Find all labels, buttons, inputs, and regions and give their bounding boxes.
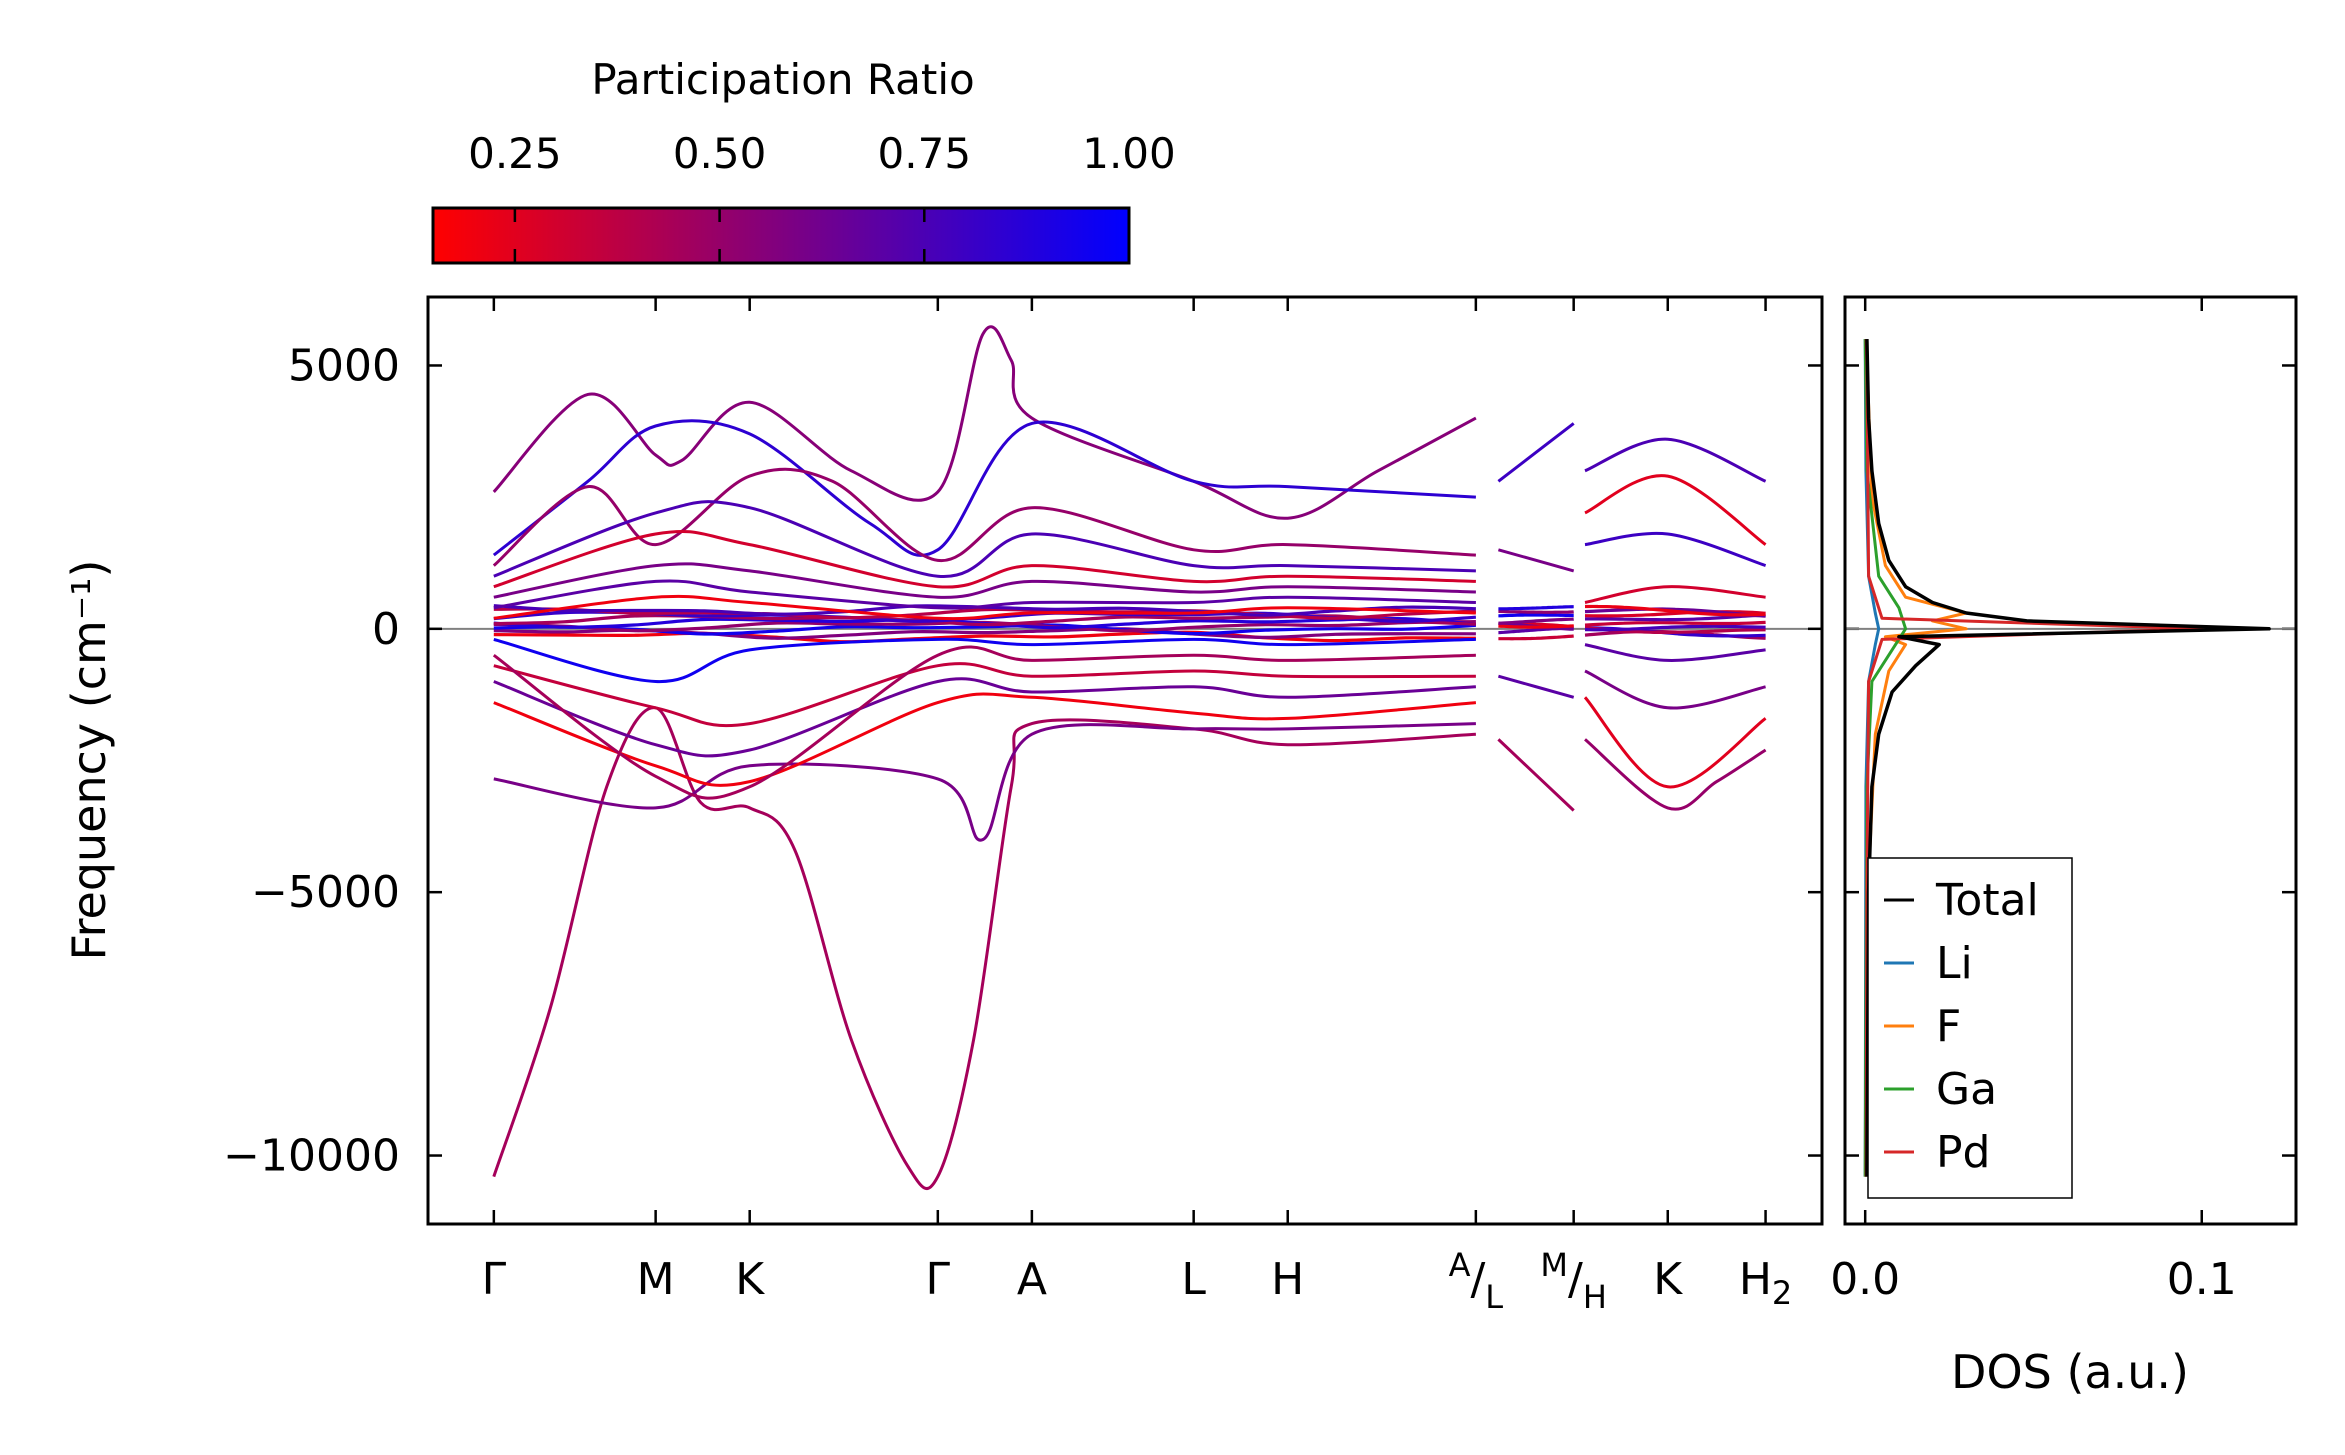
y-axis-label: Frequency (cm⁻¹) (62, 560, 116, 961)
phonon-band (1497, 738, 1575, 812)
legend-label-pd: Pd (1936, 1127, 1990, 1178)
phonon-band (1498, 624, 1574, 629)
colorbar-tick-label: 1.00 (1082, 129, 1176, 178)
phonon-band (492, 419, 1476, 557)
kpath-label: M/H (1540, 1246, 1607, 1316)
phonon-band (1497, 422, 1575, 483)
phonon-band (1584, 620, 1766, 627)
colorbar-tick-label: 0.25 (468, 129, 562, 178)
phonon-band (1584, 474, 1767, 546)
dos-ticks: 0.0 0.1 (1830, 297, 2237, 1305)
phonon-band (1584, 643, 1766, 662)
frequency-ticks: 5000 0 −5000 −10000 (223, 340, 2296, 1182)
phonon-band (1584, 437, 1767, 483)
phonon-band (1584, 610, 1766, 618)
colorbar: Participation Ratio 0.25 0.50 0.75 1.00 (431, 55, 1176, 265)
colorbar-tick-label: 0.50 (673, 129, 767, 178)
colorbar-tick-labels: 0.25 0.50 0.75 1.00 (468, 129, 1176, 178)
kpath-label: L (1181, 1254, 1206, 1305)
phonon-band (492, 645, 1476, 800)
band-structure-panel: Γ M K Γ A L H A/L M/H K H2 5000 0 −5000 −10000 Freque… (62, 295, 2296, 1316)
band-axes-frame (426, 295, 1824, 1226)
phonon-band (1584, 531, 1767, 568)
kpath-label: K (1653, 1254, 1683, 1305)
phonon-band (493, 562, 1476, 599)
phonon-band (493, 677, 1476, 758)
phonon-bands (492, 325, 1767, 1191)
phonon-band (1498, 617, 1574, 625)
phonon-band (493, 579, 1476, 610)
phonon-band (1585, 613, 1766, 622)
phonon-band (1498, 605, 1574, 611)
kpath-label: Γ (482, 1254, 507, 1305)
phonon-band (1583, 696, 1767, 789)
legend-label-total: Total (1935, 875, 2039, 926)
dos-tick-label: 0.1 (2167, 1254, 2237, 1305)
kpath-label: Γ (926, 1254, 951, 1305)
kpath-label: M (637, 1254, 675, 1305)
dos-curve-f (1864, 339, 1968, 1177)
phonon-band (493, 662, 1476, 728)
phonon-band (1497, 548, 1575, 573)
x-axis-label-dos: DOS (a.u.) (1951, 1345, 2189, 1399)
legend: Total Li F Ga Pd (1867, 857, 2073, 1199)
phonon-band (493, 692, 1477, 787)
phonon-band (1498, 609, 1574, 614)
phonon-band (1584, 604, 1766, 617)
frequency-tick-label: −5000 (251, 867, 400, 918)
legend-frame (1867, 857, 2073, 1199)
phonon-band (1498, 634, 1574, 641)
frequency-tick-label: −10000 (223, 1131, 400, 1182)
kpath-label: A/L (1449, 1246, 1504, 1316)
dos-axes-frame (1843, 295, 2298, 1226)
colorbar-tick-label: 0.75 (878, 129, 972, 178)
phonon-band (1498, 613, 1574, 618)
phonon-band (493, 722, 1476, 842)
phonon-band (1584, 624, 1766, 632)
frequency-tick-label: 0 (372, 604, 400, 655)
phonon-band (492, 467, 1476, 567)
dos-curve-total (1865, 339, 2271, 1177)
kpath-label: A (1017, 1254, 1047, 1305)
legend-label-li: Li (1936, 938, 1973, 989)
phonon-band (493, 500, 1476, 578)
phonon-band (492, 325, 1477, 520)
dos-curves (1863, 339, 2271, 1177)
phonon-band (493, 630, 1476, 644)
dos-panel: 0.0 0.1 DOS (a.u.) Total Li F Ga Pd (1830, 295, 2298, 1399)
legend-items: Total Li F Ga Pd (1884, 875, 2039, 1178)
dos-tick-label: 0.0 (1830, 1254, 1900, 1305)
phonon-band (1497, 674, 1575, 699)
phonon-band (493, 607, 1476, 620)
kpath-ticks: Γ M K Γ A L H A/L M/H K H2 (482, 297, 1792, 1316)
colorbar-title: Participation Ratio (591, 55, 974, 104)
frequency-tick-label: 5000 (288, 340, 400, 391)
phonon-band (493, 529, 1476, 589)
phonon-band (1584, 585, 1766, 604)
phonon-band (493, 637, 1476, 684)
legend-label-f: F (1936, 1001, 1961, 1052)
colorbar-gradient (431, 206, 1131, 265)
colorbar-ticks (513, 208, 926, 263)
phonon-band (1584, 738, 1767, 811)
kpath-label: H (1271, 1254, 1304, 1305)
legend-label-ga: Ga (1936, 1064, 1997, 1115)
phonon-band (1584, 669, 1766, 710)
kpath-label: H2 (1739, 1254, 1792, 1312)
kpath-label: K (735, 1254, 765, 1305)
phonon-band (492, 706, 1476, 1191)
phonon-band (493, 594, 1476, 621)
